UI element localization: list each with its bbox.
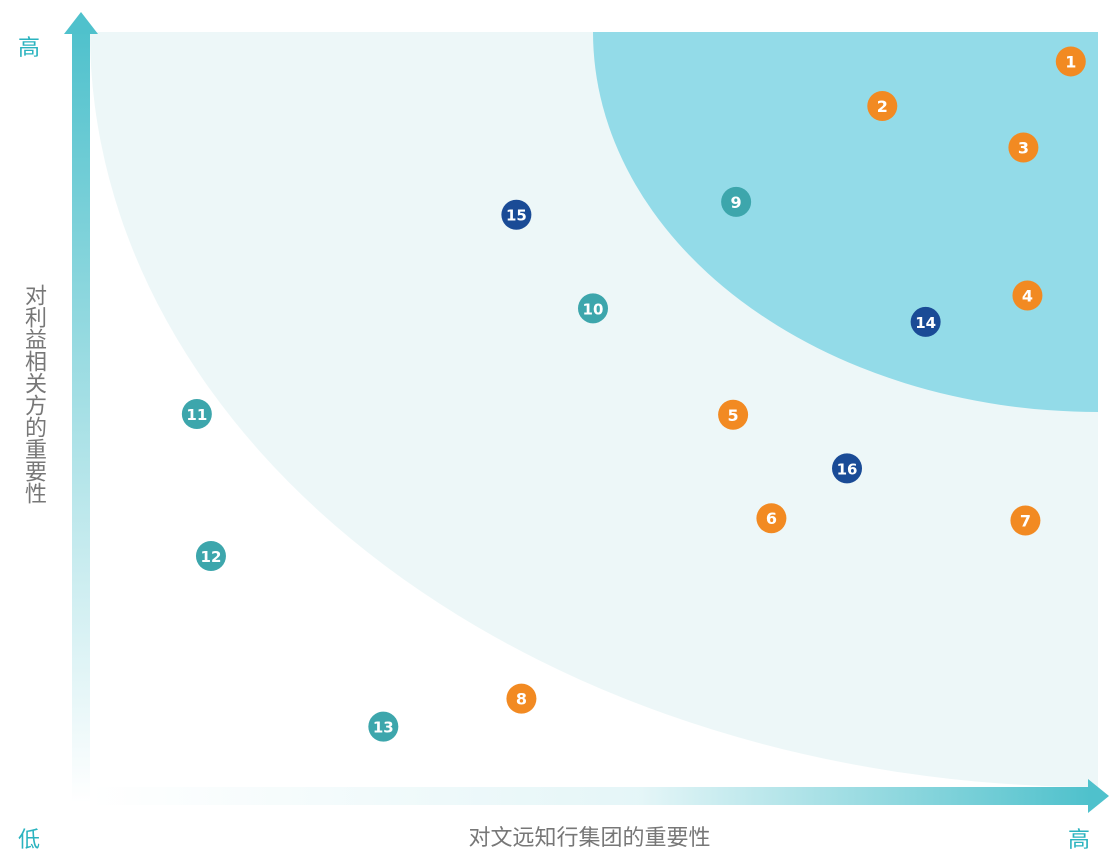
data-point-14: 14 — [910, 306, 941, 337]
data-point-marker — [1008, 132, 1039, 163]
data-point-label: 15 — [506, 207, 527, 225]
data-point-marker — [1010, 505, 1041, 536]
data-point-marker — [181, 399, 212, 430]
data-point-8: 8 — [506, 683, 537, 714]
x-axis-high-label: 高 — [1068, 828, 1091, 853]
x-axis-arrowhead — [1088, 779, 1109, 813]
data-point-marker — [368, 711, 399, 742]
data-point-label: 1 — [1065, 52, 1076, 71]
data-point-10: 10 — [577, 293, 608, 324]
data-point-label: 4 — [1022, 286, 1033, 305]
data-point-marker — [195, 540, 226, 571]
y-axis-high-label: 高 — [18, 36, 41, 61]
data-point-label: 6 — [766, 509, 777, 528]
data-point-marker — [501, 199, 532, 230]
y-axis-title: 对利益相关方的重要性 — [21, 284, 46, 504]
y-axis-bar — [72, 28, 90, 803]
data-point-marker — [867, 90, 898, 121]
data-point-9: 9 — [721, 186, 752, 217]
data-point-4: 4 — [1012, 280, 1043, 311]
data-point-marker — [721, 186, 752, 217]
data-point-7: 7 — [1010, 505, 1041, 536]
data-point-13: 13 — [368, 711, 399, 742]
data-point-16: 16 — [832, 453, 863, 484]
data-point-marker — [577, 293, 608, 324]
data-point-marker — [832, 453, 863, 484]
data-point-11: 11 — [181, 399, 212, 430]
data-point-label: 11 — [186, 406, 207, 424]
data-point-label: 14 — [915, 314, 936, 332]
y-axis-arrowhead — [64, 12, 98, 34]
data-point-5: 5 — [718, 399, 749, 430]
data-point-label: 9 — [731, 193, 742, 212]
data-point-6: 6 — [756, 503, 787, 534]
x-axis-bar — [90, 787, 1090, 805]
data-point-marker — [718, 399, 749, 430]
data-point-label: 3 — [1018, 139, 1029, 158]
data-point-1: 1 — [1055, 46, 1086, 77]
x-axis-title: 对文远知行集团的重要性 — [468, 826, 711, 851]
inner-region — [593, 32, 1098, 412]
data-point-marker — [1012, 280, 1043, 311]
data-point-label: 13 — [373, 719, 394, 737]
data-point-label: 10 — [583, 300, 604, 318]
data-point-marker — [1055, 46, 1086, 77]
data-point-12: 12 — [195, 540, 226, 571]
data-point-2: 2 — [867, 90, 898, 121]
data-point-3: 3 — [1008, 132, 1039, 163]
data-point-label: 5 — [728, 406, 739, 425]
data-point-label: 2 — [877, 97, 888, 116]
data-point-label: 16 — [837, 460, 858, 478]
data-point-marker — [506, 683, 537, 714]
axis-low-label: 低 — [18, 828, 41, 853]
data-point-marker — [756, 503, 787, 534]
data-point-marker — [910, 306, 941, 337]
data-point-label: 8 — [516, 690, 527, 709]
data-point-15: 15 — [501, 199, 532, 230]
data-point-label: 12 — [201, 548, 222, 566]
data-point-label: 7 — [1020, 511, 1031, 530]
